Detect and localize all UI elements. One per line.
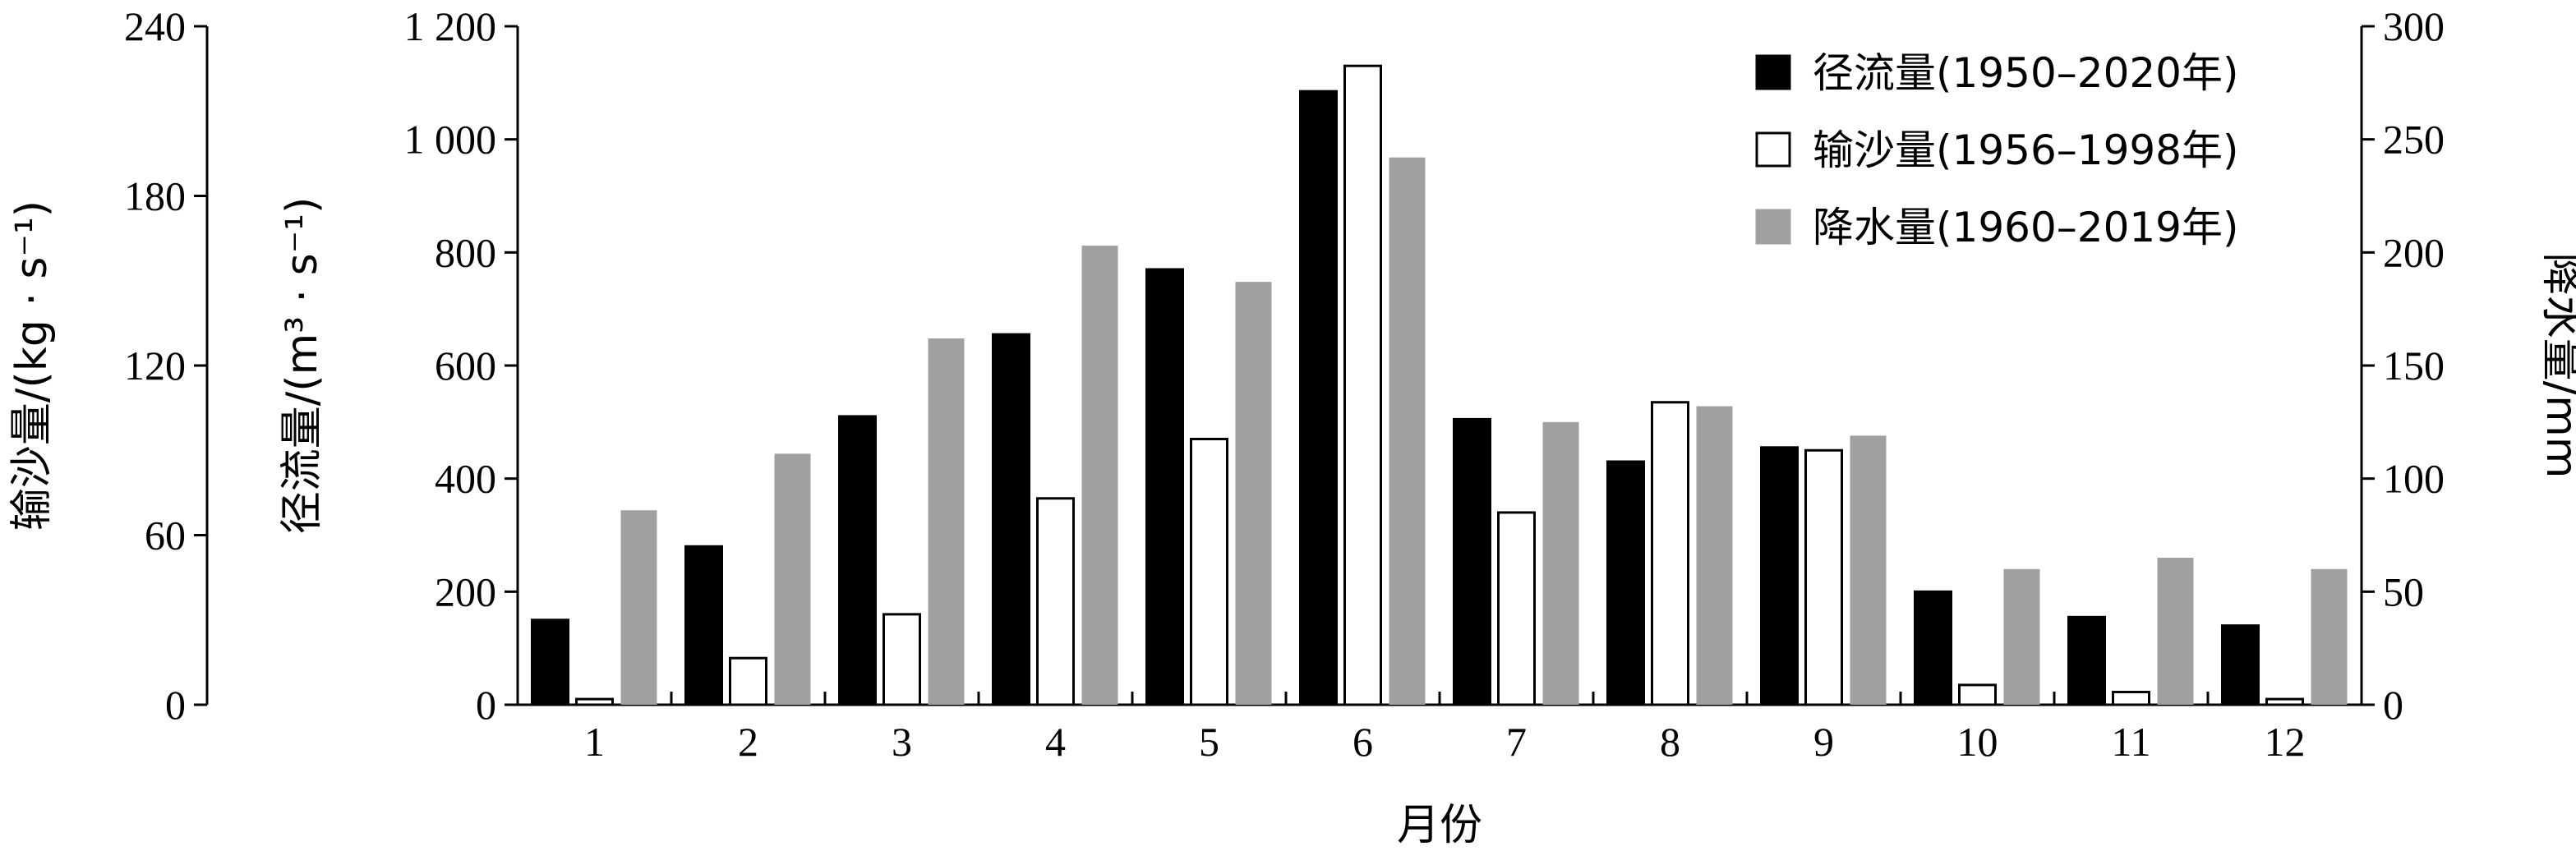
bar-sediment-6 (1343, 64, 1382, 706)
sediment-tick-label: 120 (124, 343, 186, 389)
x-tick-label: 4 (1045, 719, 1066, 765)
precip-tick-label: 0 (2383, 682, 2403, 728)
x-tick-label: 11 (2111, 719, 2150, 765)
bar-runoff-2 (684, 545, 723, 706)
bar-runoff-8 (1606, 460, 1645, 706)
x-tick-label: 5 (1199, 719, 1219, 765)
bar-sediment-8 (1651, 401, 1689, 706)
precip-tick-label: 50 (2383, 568, 2424, 614)
x-axis-title: 月份 (1397, 801, 1482, 850)
bar-runoff-12 (2221, 624, 2260, 706)
bar-runoff-6 (1299, 90, 1338, 706)
bar-precip-1 (620, 510, 657, 705)
x-tick-label: 3 (892, 719, 912, 765)
bar-runoff-7 (1453, 417, 1491, 706)
sediment-tick-label: 180 (124, 173, 186, 219)
legend-swatch-runoff (1755, 54, 1791, 90)
runoff-tick-label: 1 000 (404, 117, 497, 163)
x-tick-label: 1 (584, 719, 605, 765)
runoff-axis-title: 径流量/(m³ · s⁻¹) (278, 197, 327, 535)
bar-precip-9 (1850, 435, 1887, 705)
bar-runoff-10 (1914, 590, 1952, 706)
runoff-tick-label: 600 (435, 343, 496, 389)
bar-runoff-3 (838, 415, 877, 706)
bar-precip-8 (1696, 406, 1733, 705)
precip-tick-label: 250 (2383, 117, 2445, 163)
bar-runoff-5 (1145, 268, 1184, 706)
x-tick-label: 9 (1813, 719, 1834, 765)
x-tick-label: 2 (738, 719, 758, 765)
bar-sediment-1 (575, 697, 614, 706)
x-tick-label: 8 (1660, 719, 1680, 765)
bar-precip-5 (1235, 282, 1272, 705)
bar-precip-12 (2311, 568, 2348, 705)
bar-runoff-4 (992, 333, 1030, 706)
legend-label-sediment: 输沙量(1956–1998年) (1813, 126, 2239, 174)
precip-axis-title: 降水量/mm (2537, 253, 2576, 479)
bar-sediment-7 (1497, 511, 1536, 706)
x-tick-label: 7 (1506, 719, 1527, 765)
precip-tick-label: 100 (2383, 456, 2445, 502)
bar-runoff-1 (531, 619, 569, 706)
tick-layer: 0 60 120 180 240 0 200 400 600 800 1 000 1 200 0 50 10… (124, 3, 2445, 765)
bar-sediment-2 (729, 656, 767, 706)
runoff-tick-label: 0 (476, 682, 496, 728)
bar-precip-4 (1081, 246, 1118, 705)
x-tick-label: 12 (2265, 719, 2306, 765)
bar-precip-2 (774, 453, 811, 705)
x-tick-label: 10 (1957, 719, 1998, 765)
x-tick-label: 6 (1353, 719, 1373, 765)
precip-tick-label: 150 (2383, 343, 2445, 389)
bar-sediment-4 (1036, 497, 1075, 706)
bar-sediment-12 (2265, 697, 2304, 706)
bar-runoff-9 (1760, 446, 1799, 706)
runoff-tick-label: 800 (435, 229, 496, 275)
precip-tick-label: 200 (2383, 229, 2445, 275)
bar-runoff-11 (2067, 615, 2106, 706)
bar-sediment-11 (2112, 691, 2150, 706)
bar-precip-11 (2157, 558, 2194, 705)
runoff-tick-label: 400 (435, 456, 496, 502)
bar-precip-10 (2003, 568, 2040, 705)
legend-label-precip: 降水量(1960–2019年) (1813, 204, 2239, 251)
runoff-tick-label: 200 (435, 568, 496, 614)
bar-sediment-5 (1190, 437, 1228, 706)
legend-swatch-sediment (1755, 131, 1791, 168)
bar-precip-3 (928, 338, 965, 705)
legend-swatch-precip (1755, 209, 1791, 245)
bar-precip-7 (1542, 421, 1579, 705)
legend: 径流量(1950–2020年) 输沙量(1956–1998年) 降水量(1960… (1755, 49, 2239, 251)
bar-sediment-3 (882, 613, 921, 706)
precip-tick-label: 300 (2383, 3, 2445, 49)
bar-sediment-9 (1804, 448, 1843, 706)
legend-label-runoff: 径流量(1950–2020年) (1813, 49, 2239, 97)
runoff-tick-label: 1 200 (404, 3, 497, 49)
sediment-axis-title: 输沙量/(kg · s⁻¹) (7, 200, 57, 531)
sediment-tick-label: 0 (165, 682, 186, 728)
sediment-tick-label: 240 (124, 3, 186, 49)
sediment-tick-label: 60 (145, 513, 186, 559)
bar-precip-6 (1389, 157, 1426, 705)
bar-sediment-10 (1958, 683, 1997, 706)
bar-layer (531, 64, 2348, 706)
